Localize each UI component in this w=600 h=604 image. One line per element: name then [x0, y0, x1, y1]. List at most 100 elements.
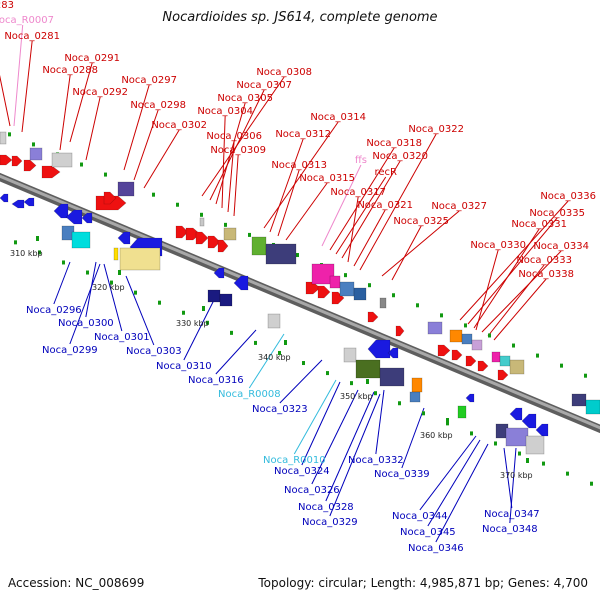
forward-gene-label: Noca_0338	[518, 269, 574, 280]
leader-line	[301, 381, 341, 466]
reverse-gene-arrow	[521, 413, 537, 429]
reverse-gene-arrow	[65, 209, 83, 225]
leader-line	[123, 84, 150, 171]
forward-gene-arrow	[451, 349, 463, 361]
guide-tick	[512, 343, 515, 348]
reverse-gene-arrow	[213, 267, 225, 279]
guide-tick	[248, 232, 251, 237]
guide-tick	[566, 471, 569, 476]
forward-gene-box	[509, 359, 525, 375]
forward-gene-box	[461, 333, 473, 345]
leader-line	[475, 249, 499, 331]
forward-gene-label: Noca_0305	[217, 93, 273, 104]
leader-line	[419, 435, 477, 511]
guide-tick	[14, 240, 17, 245]
reverse-gene-box	[411, 377, 423, 393]
forward-gene-box	[265, 243, 297, 265]
leader-line	[0, 74, 11, 127]
forward-gene-label: Noca_0335	[529, 208, 585, 219]
leader-line	[509, 447, 517, 524]
forward-gene-label: Noca_0309	[210, 145, 266, 156]
reverse-gene-arrow	[81, 212, 93, 224]
leader-line	[21, 40, 33, 133]
reverse-gene-box	[525, 435, 545, 455]
leader-line	[481, 250, 562, 333]
leader-line	[227, 140, 235, 213]
scale-tick	[202, 306, 205, 311]
forward-gene-label: Noca_0281	[4, 31, 60, 42]
guide-tick	[416, 303, 419, 308]
forward-gene-label: Noca_R0007	[0, 15, 54, 26]
reverse-gene-arrow	[11, 199, 25, 209]
guide-tick	[158, 300, 161, 305]
guide-tick	[8, 132, 11, 137]
leader-line	[341, 160, 401, 259]
reverse-gene-label: Noca_0326	[284, 485, 340, 496]
guide-tick	[326, 371, 329, 376]
reverse-gene-box	[355, 359, 381, 379]
scale-label: 330 kbp	[176, 319, 209, 328]
forward-gene-arrow	[477, 360, 489, 372]
guide-tick	[302, 361, 305, 366]
guide-tick	[446, 421, 449, 426]
forward-gene-label: Noca_0313	[271, 160, 327, 171]
forward-gene-arrow	[0, 154, 13, 166]
reverse-gene-box	[219, 293, 233, 307]
forward-gene-label: Noca_0336	[540, 191, 596, 202]
leader-line	[359, 133, 437, 271]
forward-gene-label: Noca_0325	[393, 216, 449, 227]
reverse-gene-arrow	[233, 275, 249, 291]
forward-gene-label: Noca_0333	[516, 255, 572, 266]
guide-tick	[374, 391, 377, 396]
forward-gene-arrow	[195, 231, 209, 245]
forward-gene-arrow	[207, 235, 221, 249]
guide-tick	[230, 330, 233, 335]
reverse-gene-label: Noca_0332	[348, 455, 404, 466]
reverse-gene-box	[505, 427, 529, 447]
leader-line	[503, 447, 513, 509]
guide-tick	[278, 350, 281, 355]
leader-line	[335, 176, 387, 255]
reverse-gene-label: Noca_0344	[392, 511, 448, 522]
leader-line	[13, 24, 24, 127]
forward-gene-box	[491, 351, 501, 363]
reverse-gene-label: Noca_0324	[274, 466, 330, 477]
scale-label: 350 kbp	[340, 392, 373, 401]
leader-line	[459, 200, 569, 321]
leader-line	[183, 295, 217, 361]
forward-gene-label: Noca_0306	[206, 131, 262, 142]
forward-gene-box	[223, 227, 237, 241]
forward-gene-label: Noca_0320	[372, 151, 428, 162]
leader-line	[427, 439, 481, 527]
leader-line	[85, 96, 101, 161]
forward-gene-box	[499, 355, 511, 367]
reverse-gene-box	[343, 347, 357, 363]
leader-line	[391, 225, 422, 281]
reverse-gene-label: Noca_0300	[58, 318, 114, 329]
forward-gene-label: Noca_0330	[470, 240, 526, 251]
leader-line	[311, 389, 359, 485]
reverse-gene-label: Noca_0328	[298, 502, 354, 513]
reverse-gene-box	[409, 391, 421, 403]
forward-gene-arrow	[317, 285, 331, 299]
guide-tick	[32, 142, 35, 147]
leader-line	[353, 209, 386, 267]
forward-gene-arrow	[395, 325, 405, 337]
genome-summary-text: Topology: circular; Length: 4,985,871 bp…	[258, 576, 588, 590]
forward-gene-box	[329, 275, 341, 289]
scale-tick	[366, 379, 369, 384]
leader-line	[103, 263, 123, 332]
forward-gene-label: Noca_0314	[310, 112, 366, 123]
forward-gene-arrow	[367, 311, 379, 323]
forward-gene-label: Noca_0302	[151, 120, 207, 131]
leader-line	[59, 74, 71, 151]
forward-gene-label: Noca_0292	[72, 87, 128, 98]
guide-tick	[104, 172, 107, 177]
leader-line	[209, 89, 265, 201]
reverse-gene-label: Noca_0348	[482, 524, 538, 535]
guide-tick	[350, 381, 353, 386]
guide-tick	[344, 273, 347, 278]
scale-tick	[284, 340, 287, 345]
forward-gene-label: Noca_0288	[42, 65, 98, 76]
